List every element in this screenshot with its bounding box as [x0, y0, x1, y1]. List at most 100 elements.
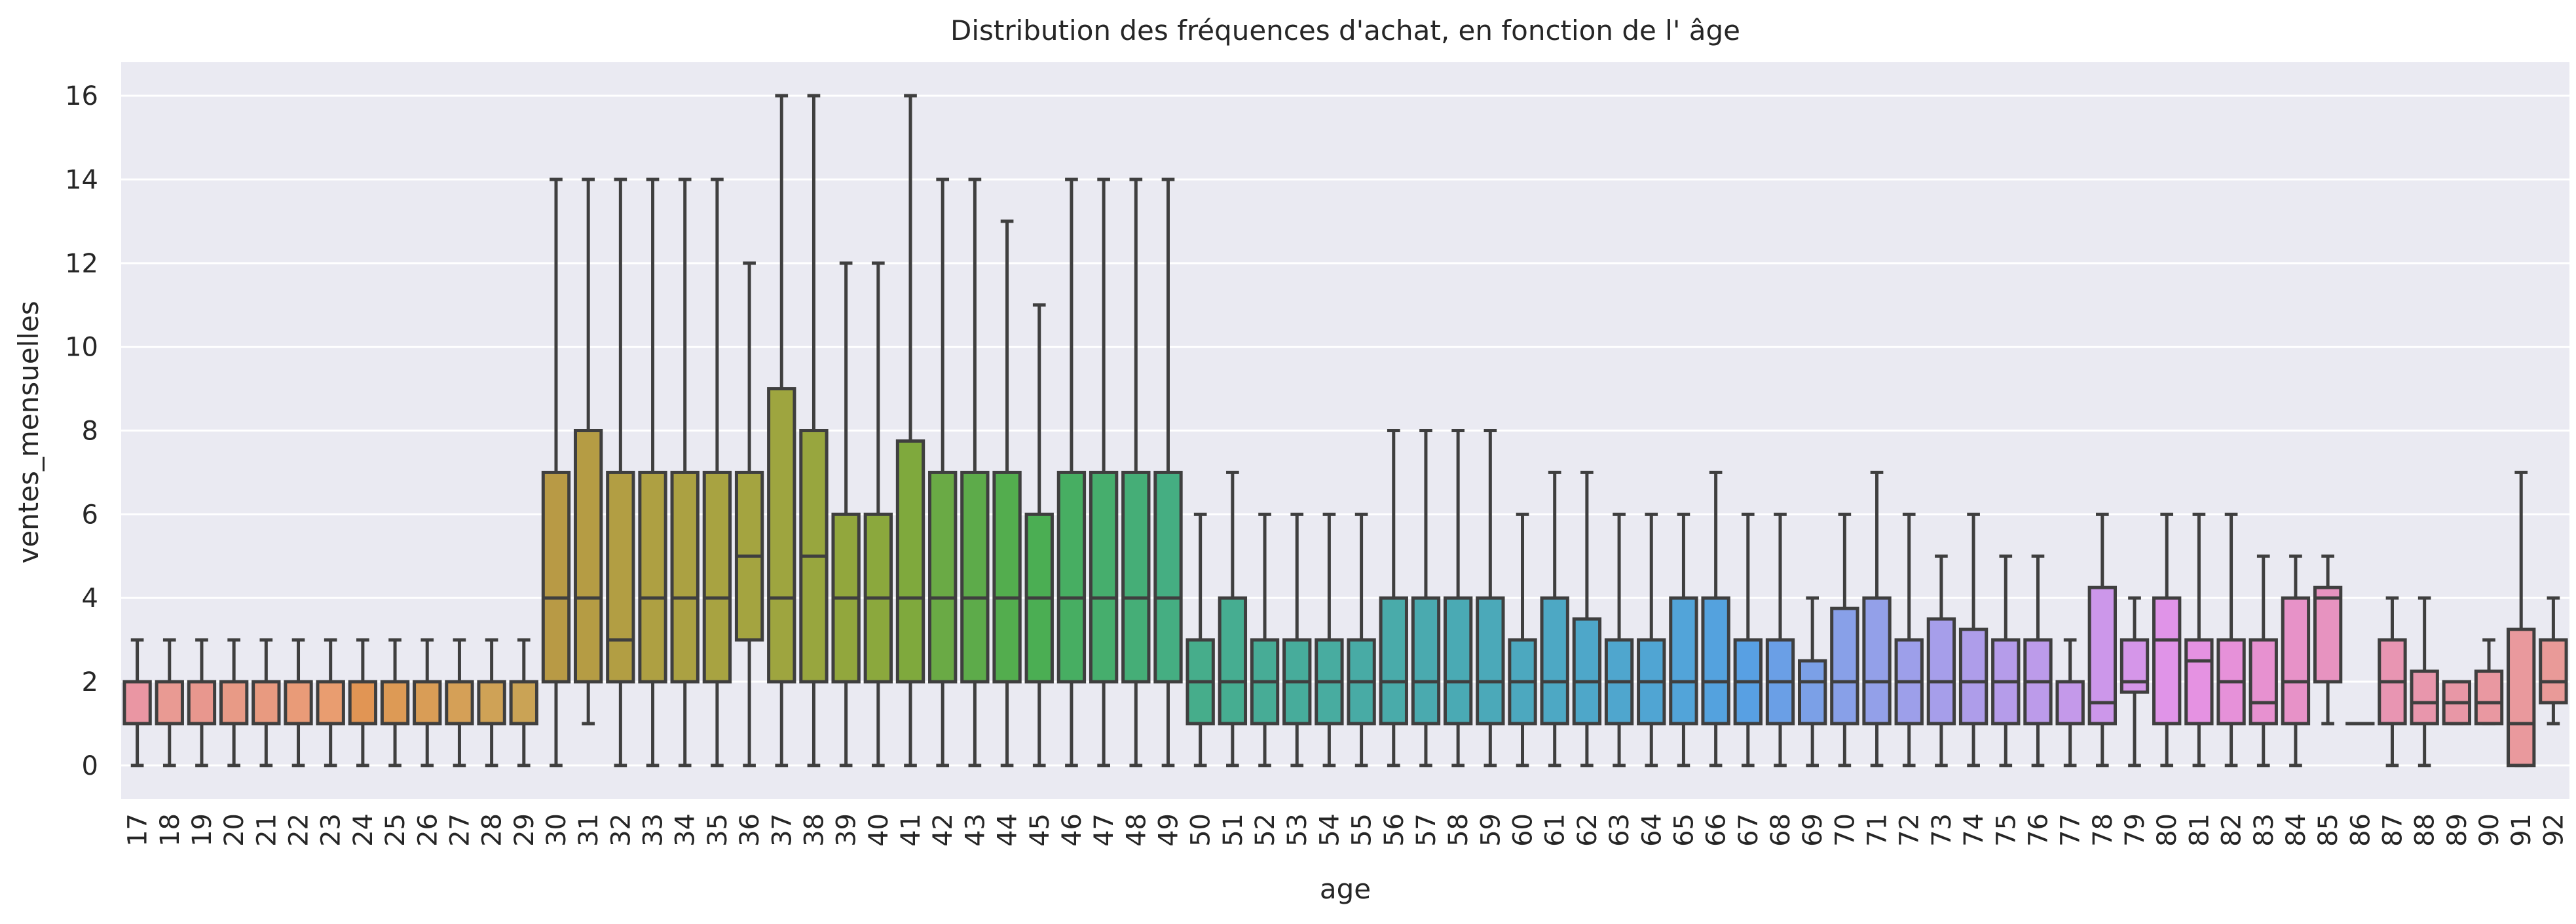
iqr-box — [608, 472, 633, 682]
x-tick-label: 81 — [2184, 813, 2214, 847]
iqr-box — [962, 472, 988, 682]
x-tick-label: 92 — [2539, 813, 2569, 847]
iqr-box — [1574, 619, 1599, 724]
iqr-box — [2186, 640, 2212, 724]
x-tick-label: 82 — [2217, 813, 2247, 847]
x-tick-label: 69 — [1798, 813, 1828, 847]
iqr-box — [2476, 671, 2501, 724]
iqr-box — [575, 431, 601, 682]
iqr-box — [1220, 598, 1245, 724]
x-tick-label: 80 — [2152, 813, 2182, 847]
iqr-box — [2541, 640, 2566, 703]
iqr-box — [2509, 629, 2534, 766]
iqr-box — [1123, 472, 1149, 682]
x-tick-label: 58 — [1444, 813, 1474, 847]
iqr-box — [2121, 640, 2147, 692]
iqr-box — [1058, 472, 1084, 682]
y-tick-label: 6 — [82, 500, 98, 530]
iqr-box — [1413, 598, 1438, 724]
iqr-box — [221, 682, 246, 724]
x-tick-label: 88 — [2410, 813, 2440, 847]
x-tick-label: 85 — [2313, 813, 2343, 847]
x-tick-label: 62 — [1573, 813, 1603, 847]
x-tick-label: 89 — [2442, 813, 2473, 847]
x-tick-label: 24 — [348, 813, 379, 847]
iqr-box — [769, 389, 794, 682]
x-tick-label: 66 — [1702, 813, 1732, 847]
x-tick-label: 61 — [1540, 813, 1571, 847]
x-tick-label: 72 — [1895, 813, 1925, 847]
iqr-box — [189, 682, 214, 724]
iqr-box — [511, 682, 536, 724]
iqr-box — [2412, 671, 2437, 724]
x-tick-label: 75 — [1991, 813, 2021, 847]
x-tick-label: 36 — [735, 813, 765, 847]
x-tick-label: 30 — [542, 813, 572, 847]
x-tick-label: 71 — [1863, 813, 1893, 847]
iqr-box — [704, 472, 730, 682]
x-tick-label: 42 — [928, 813, 958, 847]
iqr-box — [382, 682, 407, 724]
x-tick-label: 19 — [187, 813, 217, 847]
x-tick-label: 51 — [1218, 813, 1248, 847]
x-tick-label: 77 — [2056, 813, 2086, 847]
x-tick-label: 28 — [477, 813, 508, 847]
iqr-box — [897, 441, 923, 682]
iqr-box — [1478, 598, 1503, 724]
iqr-box — [1960, 629, 1986, 724]
iqr-box — [124, 682, 150, 724]
x-tick-label: 56 — [1379, 813, 1409, 847]
x-tick-label: 87 — [2378, 813, 2408, 847]
x-tick-label: 41 — [896, 813, 926, 847]
x-tick-label: 86 — [2345, 813, 2376, 847]
x-tick-label: 37 — [767, 813, 797, 847]
x-tick-label: 32 — [606, 813, 636, 847]
x-tick-label: 46 — [1057, 813, 1087, 847]
iqr-box — [994, 472, 1020, 682]
x-tick-label: 54 — [1315, 813, 1345, 847]
x-tick-label: 90 — [2474, 813, 2505, 847]
iqr-box — [1542, 598, 1567, 724]
iqr-box — [1703, 598, 1728, 724]
x-tick-label: 59 — [1476, 813, 1506, 847]
iqr-box — [543, 472, 569, 682]
y-tick-label: 14 — [65, 165, 98, 195]
x-tick-label: 45 — [1025, 813, 1055, 847]
x-tick-label: 63 — [1605, 813, 1635, 847]
x-tick-label: 55 — [1347, 813, 1377, 847]
iqr-box — [1928, 619, 1954, 724]
x-tick-label: 76 — [2023, 813, 2053, 847]
iqr-box — [447, 682, 472, 724]
iqr-box — [2315, 587, 2340, 682]
chart-title: Distribution des fréquences d'achat, en … — [950, 14, 1740, 46]
iqr-box — [1155, 472, 1181, 682]
x-tick-label: 52 — [1250, 813, 1280, 847]
y-tick-label: 2 — [82, 667, 98, 697]
iqr-box — [1091, 472, 1116, 682]
iqr-box — [2283, 598, 2308, 724]
iqr-box — [1671, 598, 1696, 724]
x-tick-label: 31 — [574, 813, 604, 847]
iqr-box — [672, 472, 698, 682]
x-tick-label: 49 — [1153, 813, 1184, 847]
iqr-box — [1445, 598, 1470, 724]
x-tick-label: 74 — [1959, 813, 1989, 847]
x-tick-label: 84 — [2281, 813, 2311, 847]
iqr-box — [930, 472, 956, 682]
iqr-box — [479, 682, 504, 724]
x-tick-label: 33 — [639, 813, 669, 847]
x-tick-label: 22 — [284, 813, 314, 847]
iqr-box — [286, 682, 311, 724]
x-tick-label: 73 — [1927, 813, 1957, 847]
x-tick-label: 70 — [1830, 813, 1860, 847]
x-tick-label: 40 — [864, 813, 894, 847]
x-tick-label: 17 — [123, 813, 153, 847]
iqr-box — [2154, 598, 2180, 724]
box-age-89 — [2444, 682, 2469, 724]
y-tick-label: 10 — [65, 333, 98, 363]
iqr-box — [1832, 608, 1857, 724]
x-tick-label: 21 — [252, 813, 282, 847]
